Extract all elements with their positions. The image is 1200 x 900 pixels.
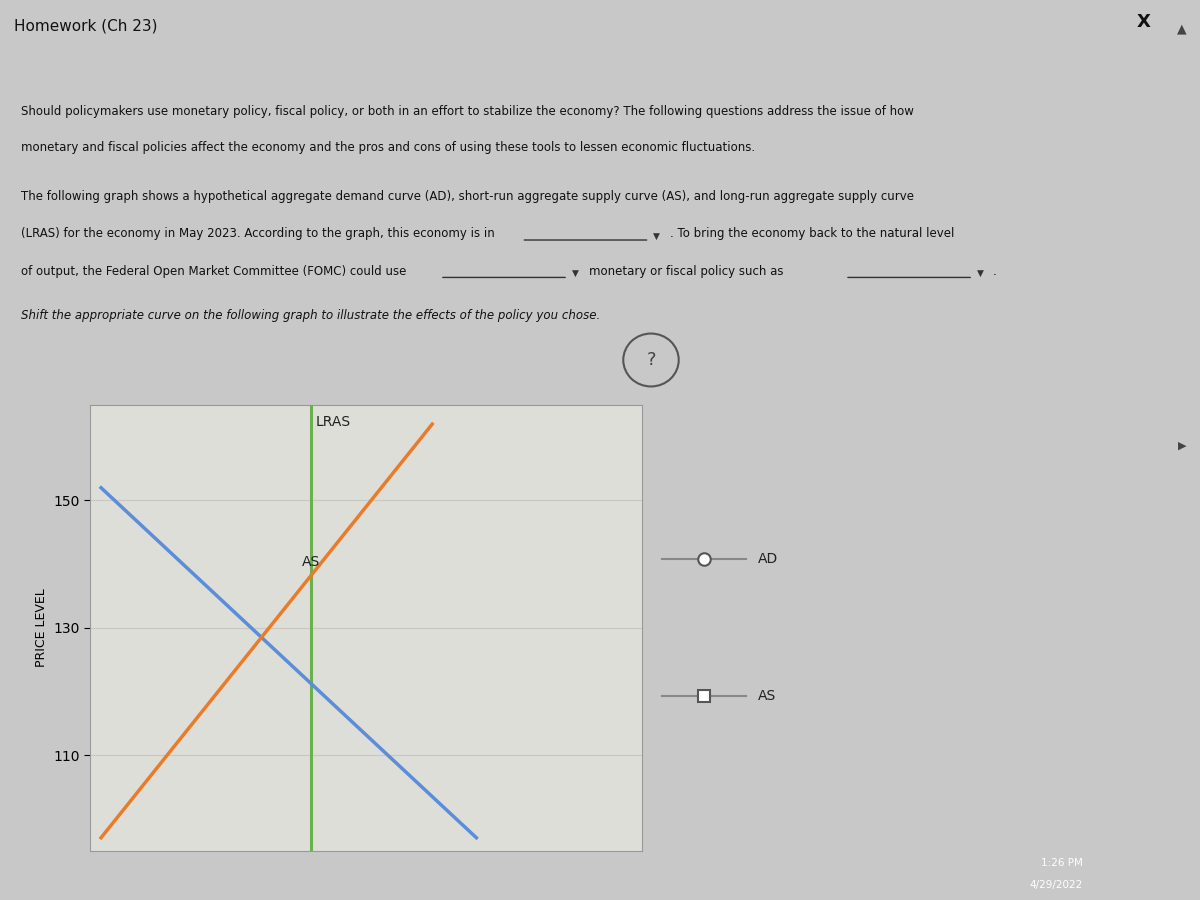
Text: .: . xyxy=(992,265,997,278)
Text: ▼: ▼ xyxy=(977,269,984,278)
Text: monetary and fiscal policies affect the economy and the pros and cons of using t: monetary and fiscal policies affect the … xyxy=(20,140,755,154)
Text: ▲: ▲ xyxy=(1177,22,1187,35)
Y-axis label: PRICE LEVEL: PRICE LEVEL xyxy=(35,589,48,667)
Text: AS: AS xyxy=(302,554,320,569)
Text: (LRAS) for the economy in May 2023. According to the graph, this economy is in: (LRAS) for the economy in May 2023. Acco… xyxy=(20,228,494,240)
Text: 1:26 PM: 1:26 PM xyxy=(1040,859,1082,868)
Text: 4/29/2022: 4/29/2022 xyxy=(1030,880,1082,890)
Text: ▼: ▼ xyxy=(653,231,660,240)
Text: ▼: ▼ xyxy=(571,269,578,278)
Text: Should policymakers use monetary policy, fiscal policy, or both in an effort to : Should policymakers use monetary policy,… xyxy=(20,104,914,118)
Text: monetary or fiscal policy such as: monetary or fiscal policy such as xyxy=(589,265,784,278)
Text: AS: AS xyxy=(758,689,776,703)
Text: LRAS: LRAS xyxy=(316,415,350,428)
Text: . To bring the economy back to the natural level: . To bring the economy back to the natur… xyxy=(671,228,955,240)
Text: ?: ? xyxy=(647,351,655,369)
Text: Shift the appropriate curve on the following graph to illustrate the effects of : Shift the appropriate curve on the follo… xyxy=(20,309,600,322)
Text: ▶: ▶ xyxy=(1177,440,1187,451)
Text: X: X xyxy=(1136,14,1150,32)
Text: AD: AD xyxy=(758,553,779,566)
Text: Homework (Ch 23): Homework (Ch 23) xyxy=(14,18,157,33)
Text: The following graph shows a hypothetical aggregate demand curve (AD), short-run : The following graph shows a hypothetical… xyxy=(20,190,914,203)
Text: of output, the Federal Open Market Committee (FOMC) could use: of output, the Federal Open Market Commi… xyxy=(20,265,407,278)
